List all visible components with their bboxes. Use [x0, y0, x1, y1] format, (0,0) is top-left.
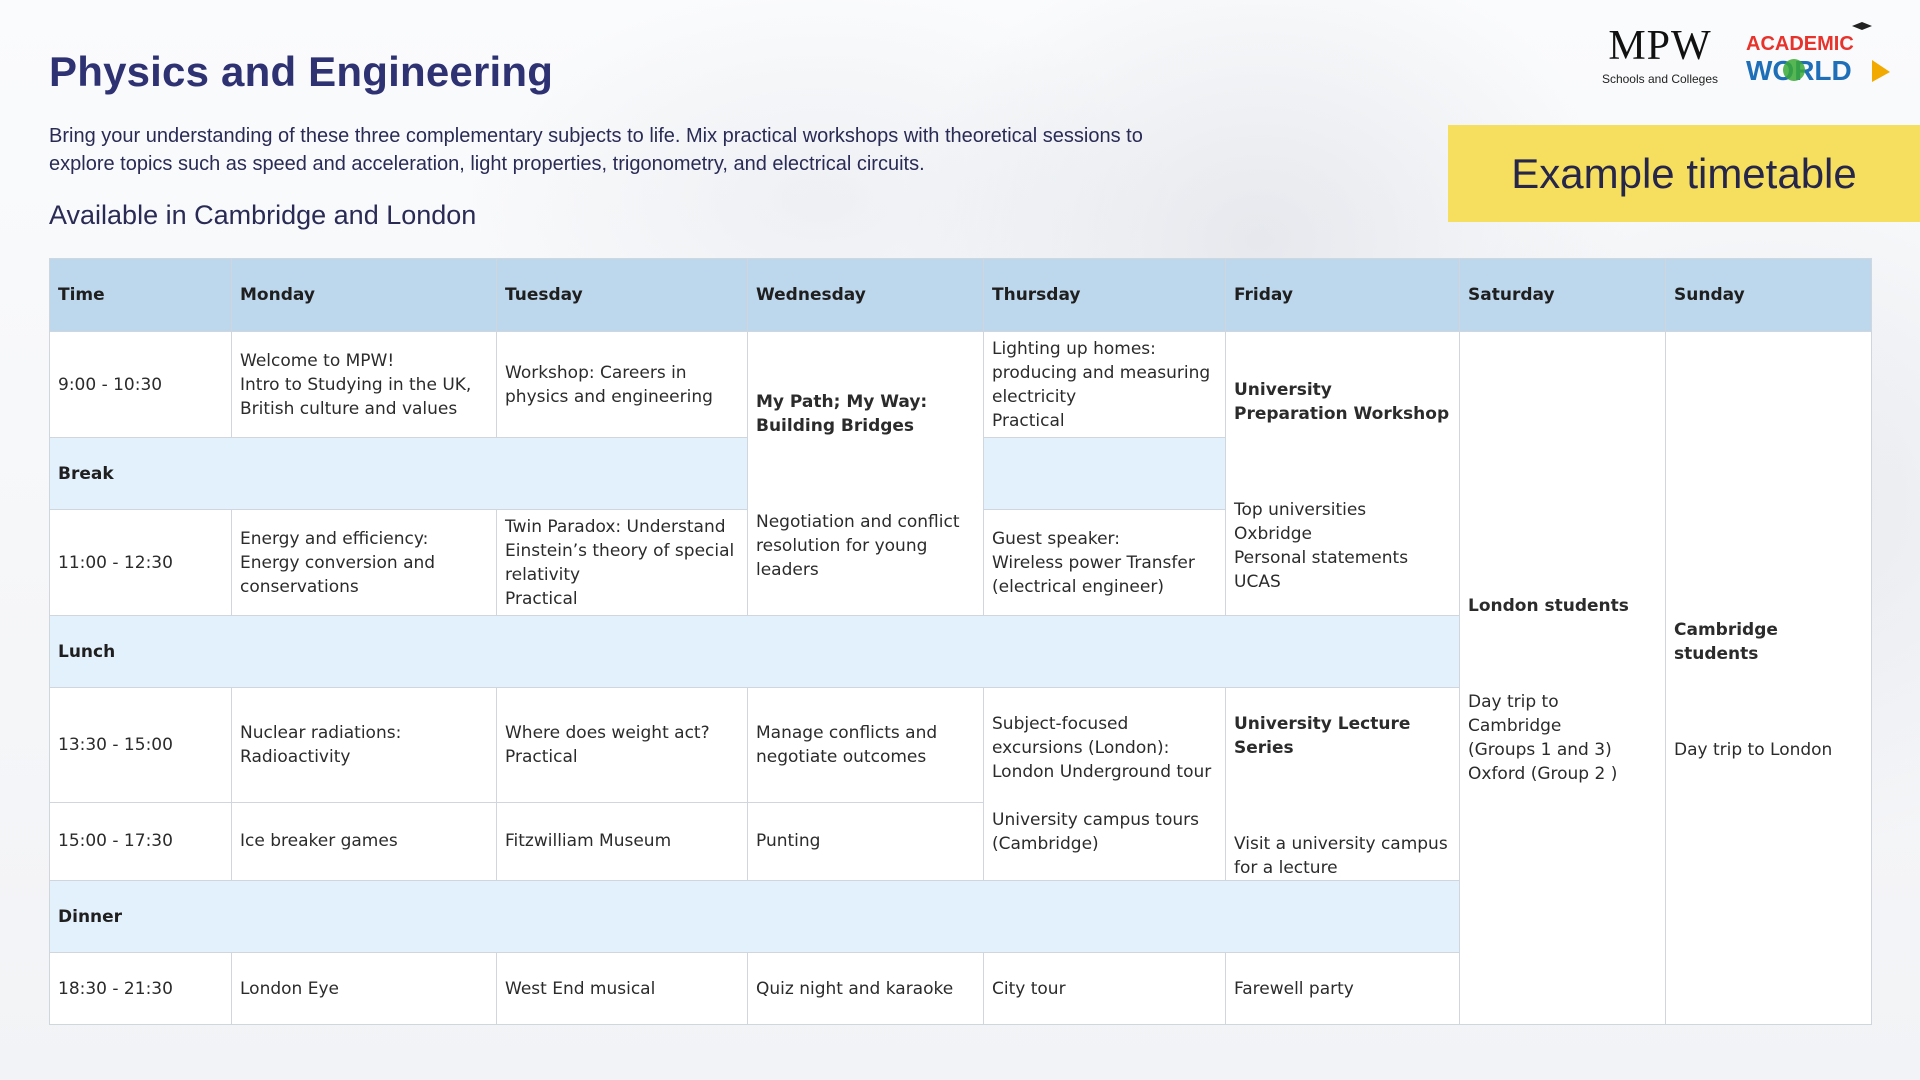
header-row: Time Monday Tuesday Wednesday Thursday F…: [49, 258, 1872, 332]
break-row: Break: [49, 437, 1872, 510]
mpw-logo: MPW Schools and Colleges: [1590, 22, 1730, 86]
header-saturday: Saturday: [1459, 258, 1666, 332]
cell-heading: University Lecture Series: [1234, 714, 1411, 758]
wednesday-morning-cell: My Path; My Way: Building Bridges Negoti…: [747, 331, 984, 616]
intro-paragraph: Bring your understanding of these three …: [49, 125, 1143, 175]
page-title: Physics and Engineering: [49, 48, 554, 95]
cell-body: Top universities Oxbridge Personal state…: [1234, 499, 1409, 592]
header-thursday: Thursday: [983, 258, 1226, 332]
cell-body: Visit a university campus for a lecture: [1234, 834, 1448, 878]
time-cell: 9:00 - 10:30: [49, 331, 232, 438]
mpw-logo-letters: MPW: [1608, 23, 1712, 69]
mpw-logo-subtitle: Schools and Colleges: [1601, 72, 1719, 86]
table-cell: Energy and efficiency: Energy conversion…: [231, 509, 497, 616]
dinner-label: Dinner: [49, 880, 1460, 953]
friday-morning-cell: University Preparation Workshop Top univ…: [1225, 331, 1460, 616]
header-monday: Monday: [231, 258, 497, 332]
table-cell: Punting: [747, 801, 984, 882]
cell-body: Day trip to London: [1674, 740, 1833, 760]
table-row: 18:30 - 21:30 London Eye West End musica…: [49, 952, 1872, 1025]
cell-body: Negotiation and conflict resolution for …: [756, 511, 960, 580]
cell-heading: University Preparation Workshop: [1234, 379, 1450, 424]
table-cell: Guest speaker: Wireless power Transfer (…: [983, 509, 1226, 616]
banner-text: Example timetable: [1511, 149, 1857, 197]
table-row: 9:00 - 10:30 Welcome to MPW! Intro to St…: [49, 331, 1872, 1025]
table-cell: Fitzwilliam Museum: [496, 801, 748, 882]
header-time: Time: [49, 258, 232, 332]
table-cell: Farewell party: [1225, 952, 1460, 1025]
table-cell: Nuclear radiations: Radioactivity: [231, 687, 497, 803]
cell-heading: My Path; My Way: Building Bridges: [756, 391, 928, 436]
table-cell: Workshop: Careers in physics and enginee…: [496, 331, 748, 438]
break-thursday: [983, 437, 1226, 510]
break-label: Break: [49, 437, 748, 510]
table-row: 11:00 - 12:30 Energy and efficiency: Ene…: [49, 509, 1872, 616]
header-friday: Friday: [1225, 258, 1460, 332]
table-row: 15:00 - 17:30 Ice breaker games Fitzwill…: [49, 801, 1872, 882]
sunday-cell: Cambridge students Day trip to London: [1665, 331, 1872, 1025]
cell-heading: London students: [1468, 596, 1629, 616]
table-cell: Manage conflicts and negotiate outcomes: [747, 687, 984, 803]
table-cell: West End musical: [496, 952, 748, 1025]
table-cell: Welcome to MPW! Intro to Studying in the…: [231, 331, 497, 438]
time-cell: 15:00 - 17:30: [49, 801, 232, 882]
header-tuesday: Tuesday: [496, 258, 748, 332]
academic-world-logo: ACADEMIC WORLD: [1746, 22, 1890, 86]
table-cell: City tour: [983, 952, 1226, 1025]
timetable: Time Monday Tuesday Wednesday Thursday F…: [49, 258, 1872, 1025]
table-cell: Lighting up homes: producing and measuri…: [983, 331, 1226, 438]
availability-text: Available in Cambridge and London: [49, 200, 477, 230]
table-cell: Ice breaker games: [231, 801, 497, 882]
thursday-afternoon-cell: Subject-focused excursions (London): Lon…: [983, 687, 1226, 881]
saturday-cell: London students Day trip to Cambridge (G…: [1459, 331, 1666, 1025]
example-timetable-banner: Example timetable: [1448, 125, 1920, 222]
cell-heading: Cambridge students: [1674, 620, 1778, 664]
table-cell: London Eye: [231, 952, 497, 1025]
mortarboard-icon: [1852, 22, 1872, 30]
lunch-label: Lunch: [49, 615, 1460, 688]
academic-world-logo-top: ACADEMIC: [1746, 33, 1854, 55]
globe-icon: [1783, 59, 1805, 81]
time-cell: 13:30 - 15:00: [49, 687, 232, 803]
header-sunday: Sunday: [1665, 258, 1872, 332]
lunch-row: Lunch: [49, 615, 1872, 688]
time-cell: 18:30 - 21:30: [49, 952, 232, 1025]
table-cell: Quiz night and karaoke: [747, 952, 984, 1025]
table-cell: Twin Paradox: Understand Einstein’s theo…: [496, 509, 748, 616]
cell-body: Day trip to Cambridge (Groups 1 and 3) O…: [1468, 692, 1618, 784]
table-cell: Where does weight act? Practical: [496, 687, 748, 803]
arrow-icon: [1872, 60, 1890, 82]
time-cell: 11:00 - 12:30: [49, 509, 232, 616]
friday-afternoon-cell: University Lecture Series Visit a univer…: [1225, 687, 1460, 881]
header-wednesday: Wednesday: [747, 258, 984, 332]
table-row: 13:30 - 15:00 Nuclear radiations: Radioa…: [49, 687, 1872, 881]
dinner-row: Dinner: [49, 880, 1872, 953]
